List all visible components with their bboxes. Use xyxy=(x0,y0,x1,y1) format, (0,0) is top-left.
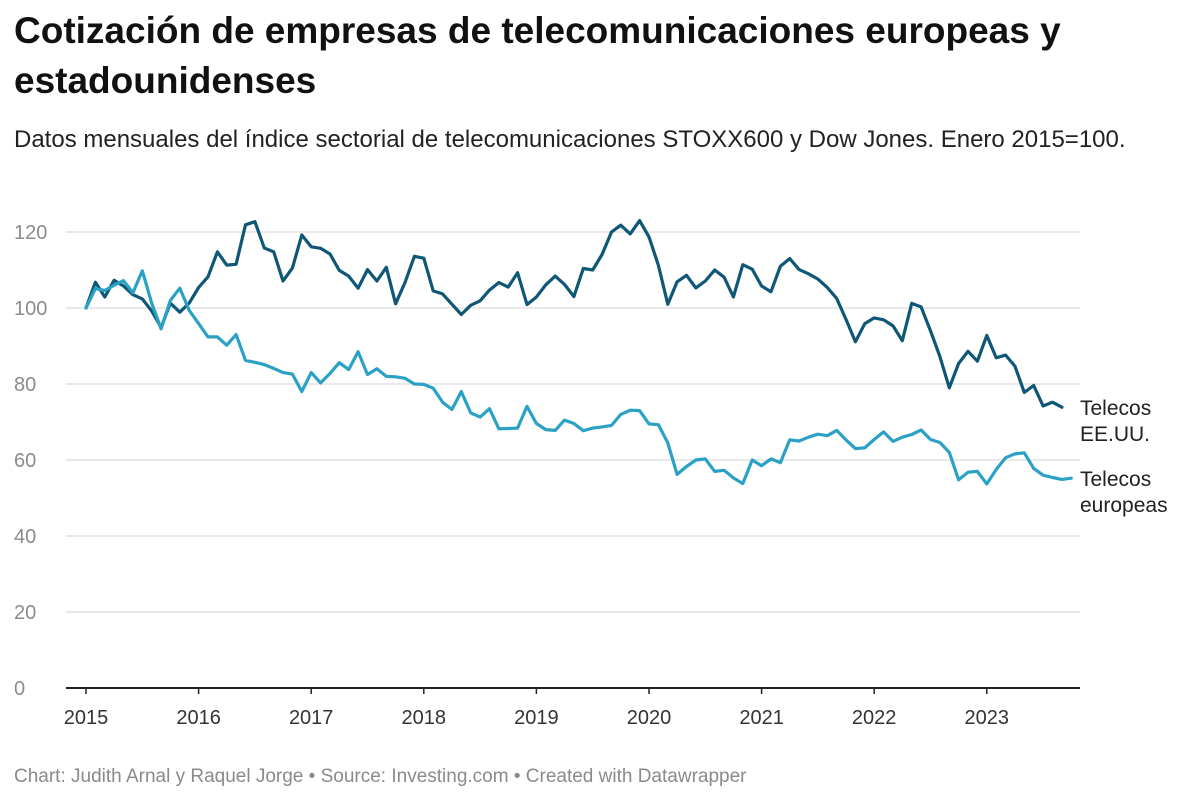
series-label: europeas xyxy=(1080,494,1168,517)
x-tick-label: 2020 xyxy=(627,707,672,729)
series-label: EE.UU. xyxy=(1080,423,1150,446)
x-tick-label: 2018 xyxy=(402,707,447,729)
series-label: Telecos xyxy=(1080,397,1151,420)
y-tick-label: 0 xyxy=(14,678,25,700)
x-tick-label: 2015 xyxy=(64,707,109,729)
chart-title: Cotización de empresas de telecomunicaci… xyxy=(14,10,1061,101)
y-tick-label: 100 xyxy=(14,298,47,320)
line-chart: 0 20 40 60 80 100 120 2015 2016 2017 2018 2019 2020… xyxy=(14,219,1168,729)
x-tick-label: 2016 xyxy=(176,707,221,729)
x-tick-label: 2022 xyxy=(852,707,897,729)
series-line-us xyxy=(84,219,1064,409)
y-tick-label: 80 xyxy=(14,374,36,396)
series-label: Telecos xyxy=(1080,468,1151,491)
y-tick-label: 120 xyxy=(14,222,47,244)
x-tick-label: 2017 xyxy=(289,707,334,729)
series-labels: Telecos EE.UU. Telecos europeas xyxy=(1080,397,1168,517)
y-tick-label: 20 xyxy=(14,602,36,624)
y-axis-ticks: 0 20 40 60 80 100 120 xyxy=(14,222,47,700)
y-tick-label: 40 xyxy=(14,526,36,548)
x-tick-label: 2023 xyxy=(965,707,1010,729)
x-axis-ticks: 2015 2016 2017 2018 2019 2020 2021 2022 2023 xyxy=(64,688,1009,729)
series-lines xyxy=(84,219,1073,486)
chart-subtitle: Datos mensuales del índice sectorial de … xyxy=(14,126,1126,153)
series-line-eu xyxy=(84,269,1073,486)
x-tick-label: 2019 xyxy=(514,707,559,729)
x-tick-label: 2021 xyxy=(739,707,784,729)
y-tick-label: 60 xyxy=(14,450,36,472)
gridlines xyxy=(66,231,1080,689)
chart-credits: Chart: Judith Arnal y Raquel Jorge • Sou… xyxy=(14,766,747,787)
